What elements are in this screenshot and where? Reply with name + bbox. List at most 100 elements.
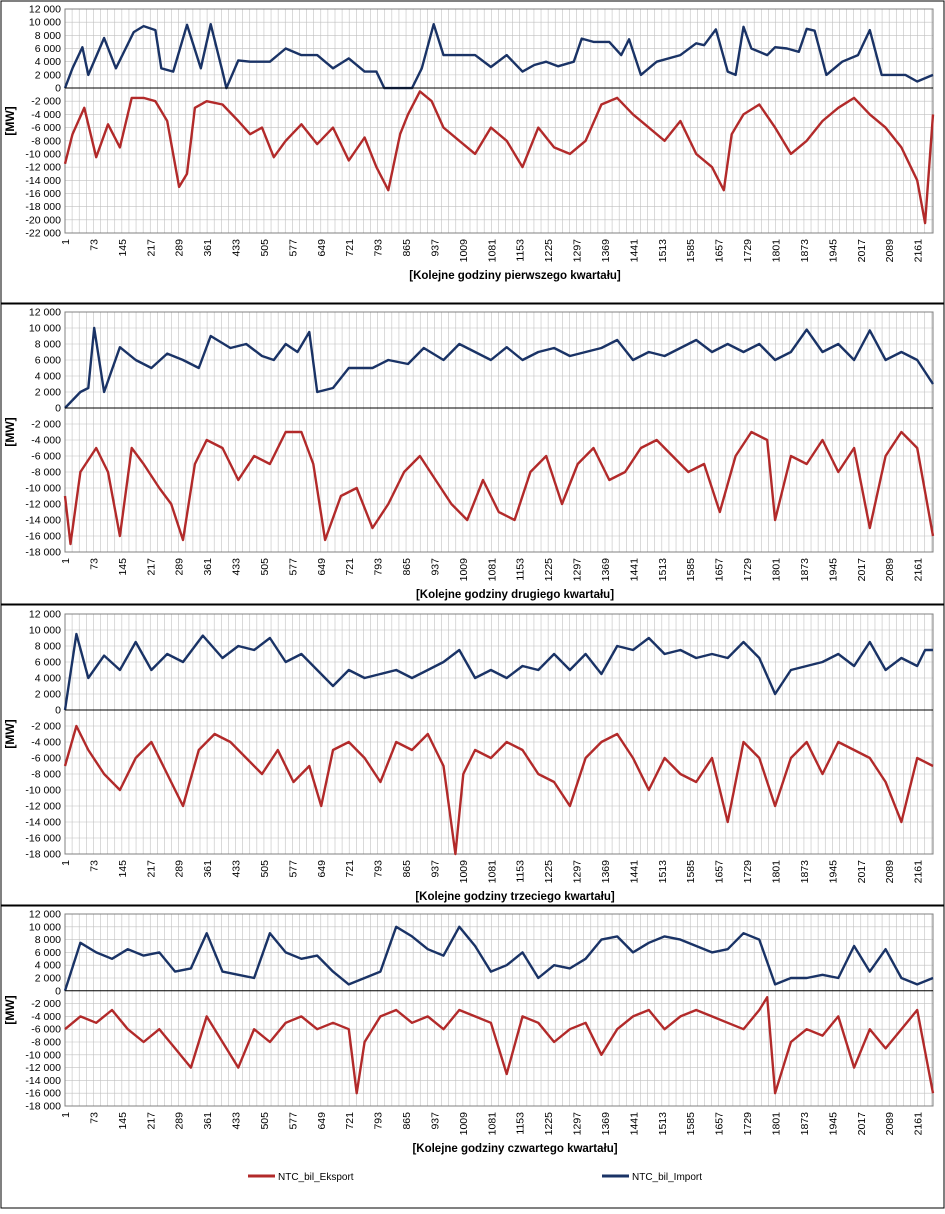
y-tick-label: 10 000 bbox=[29, 625, 61, 637]
y-tick-label: 6 000 bbox=[35, 657, 61, 669]
x-tick-label: 2161 bbox=[913, 558, 925, 582]
x-tick-label: 1513 bbox=[657, 558, 669, 582]
y-tick-label: -14 000 bbox=[25, 515, 61, 527]
y-axis-title: [MW] bbox=[3, 417, 17, 446]
x-tick-label: 649 bbox=[316, 1112, 328, 1130]
x-tick-label: 1873 bbox=[799, 239, 811, 263]
x-tick-label: 1369 bbox=[600, 1112, 612, 1136]
x-tick-label: 1297 bbox=[572, 239, 584, 263]
x-tick-label: 721 bbox=[344, 239, 356, 257]
x-axis-title: [Kolejne godziny czwartego kwartału] bbox=[412, 1143, 617, 1155]
y-tick-label: -4 000 bbox=[31, 737, 61, 749]
plot-area bbox=[64, 311, 934, 553]
x-tick-label: 793 bbox=[373, 239, 385, 257]
x-tick-label: 1441 bbox=[628, 860, 640, 884]
x-tick-label: 1585 bbox=[685, 860, 697, 884]
y-tick-label: 10 000 bbox=[29, 323, 61, 335]
series-import-line bbox=[63, 23, 934, 90]
x-tick-label: 1153 bbox=[515, 1112, 527, 1135]
x-tick-label: 289 bbox=[174, 1112, 186, 1130]
chart-panel-3: 12 000 10 000 8 000 6 000 4 000 2 000 0 -2 000 -… bbox=[0, 604, 945, 906]
x-tick-label: 1225 bbox=[543, 558, 555, 582]
x-tick-label: 1081 bbox=[486, 239, 498, 263]
y-tick-label: 6 000 bbox=[35, 947, 61, 959]
x-tick-label: 1225 bbox=[543, 1112, 555, 1136]
x-tick-label: 793 bbox=[373, 1112, 385, 1130]
x-tick-label: 1729 bbox=[742, 239, 754, 263]
x-tick-label: 1153 bbox=[515, 860, 527, 883]
x-tick-label: 865 bbox=[401, 558, 413, 576]
y-tick-label: 8 000 bbox=[35, 30, 61, 42]
y-tick-label: 8 000 bbox=[35, 339, 61, 351]
x-tick-label: 433 bbox=[231, 1112, 243, 1130]
x-tick-label: 2017 bbox=[856, 239, 868, 263]
x-tick-label: 2089 bbox=[884, 1112, 896, 1136]
x-tick-label: 217 bbox=[145, 860, 157, 878]
x-tick-label: 1945 bbox=[827, 558, 839, 582]
x-tick-label: 1729 bbox=[742, 558, 754, 582]
legend-label-export: NTC_bil_Eksport bbox=[278, 1172, 354, 1183]
y-tick-label: 6 000 bbox=[35, 355, 61, 367]
x-tick-label: 1729 bbox=[742, 1112, 754, 1136]
x-tick-label: 289 bbox=[174, 558, 186, 576]
x-tick-label: 1 bbox=[60, 1112, 72, 1118]
x-tick-label: 937 bbox=[429, 239, 441, 257]
y-tick-label: 4 000 bbox=[35, 960, 61, 972]
x-tick-label: 649 bbox=[316, 860, 328, 878]
x-tick-label: 1945 bbox=[827, 860, 839, 884]
x-tick-label: 2017 bbox=[856, 1112, 868, 1136]
x-tick-label: 1873 bbox=[799, 1112, 811, 1136]
x-tick-label: 1297 bbox=[572, 558, 584, 582]
legend: NTC_bil_Eksport NTC_bil_Import bbox=[248, 1172, 702, 1183]
x-tick-label: 1009 bbox=[458, 558, 470, 582]
x-tick-label: 1297 bbox=[572, 1112, 584, 1136]
x-tick-label: 361 bbox=[202, 1112, 214, 1130]
x-tick-label: 1513 bbox=[657, 239, 669, 263]
x-tick-label: 1 bbox=[60, 239, 72, 245]
y-tick-label: 4 000 bbox=[35, 56, 61, 68]
x-tick-label: 1801 bbox=[771, 1112, 783, 1136]
y-tick-label: -12 000 bbox=[25, 162, 61, 174]
plot-area bbox=[64, 913, 934, 1107]
y-tick-label: 8 000 bbox=[35, 934, 61, 946]
x-tick-label: 1513 bbox=[657, 1112, 669, 1136]
x-tick-label: 1297 bbox=[572, 860, 584, 884]
x-tick-label: 577 bbox=[287, 1112, 299, 1130]
y-tick-label: -12 000 bbox=[25, 801, 61, 813]
x-tick-label: 1873 bbox=[799, 558, 811, 582]
x-tick-label: 937 bbox=[429, 558, 441, 576]
x-tick-label: 793 bbox=[373, 558, 385, 576]
x-tick-label: 73 bbox=[88, 558, 100, 570]
x-tick-label: 937 bbox=[429, 860, 441, 878]
y-tick-label: 4 000 bbox=[35, 673, 61, 685]
y-tick-label: -4 000 bbox=[31, 109, 61, 121]
x-tick-label: 505 bbox=[259, 860, 271, 878]
x-tick-label: 1945 bbox=[827, 239, 839, 263]
y-tick-label: 0 bbox=[55, 83, 61, 95]
x-tick-label: 2089 bbox=[884, 860, 896, 884]
y-tick-label: 12 000 bbox=[29, 307, 61, 319]
x-tick-label: 1441 bbox=[628, 558, 640, 582]
x-tick-label: 1081 bbox=[486, 860, 498, 884]
y-tick-label: 12 000 bbox=[29, 4, 61, 16]
series-import-line bbox=[64, 326, 935, 409]
x-tick-label: 865 bbox=[401, 860, 413, 878]
x-tick-label: 1009 bbox=[458, 860, 470, 884]
y-tick-label: 4 000 bbox=[35, 371, 61, 383]
x-tick-label: 721 bbox=[344, 1112, 356, 1130]
y-tick-label: 6 000 bbox=[35, 43, 61, 55]
y-tick-label: -4 000 bbox=[31, 1011, 61, 1023]
y-tick-label: -12 000 bbox=[25, 1062, 61, 1074]
x-tick-label: 1657 bbox=[714, 558, 726, 582]
y-tick-label: -22 000 bbox=[25, 228, 61, 240]
y-tick-label: -4 000 bbox=[31, 435, 61, 447]
x-tick-label: 145 bbox=[117, 860, 129, 878]
y-tick-label: -6 000 bbox=[31, 753, 61, 765]
x-tick-label: 1 bbox=[60, 860, 72, 866]
y-tick-label: -18 000 bbox=[25, 1101, 61, 1113]
y-tick-label: 0 bbox=[55, 403, 61, 415]
x-tick-label: 721 bbox=[344, 860, 356, 878]
